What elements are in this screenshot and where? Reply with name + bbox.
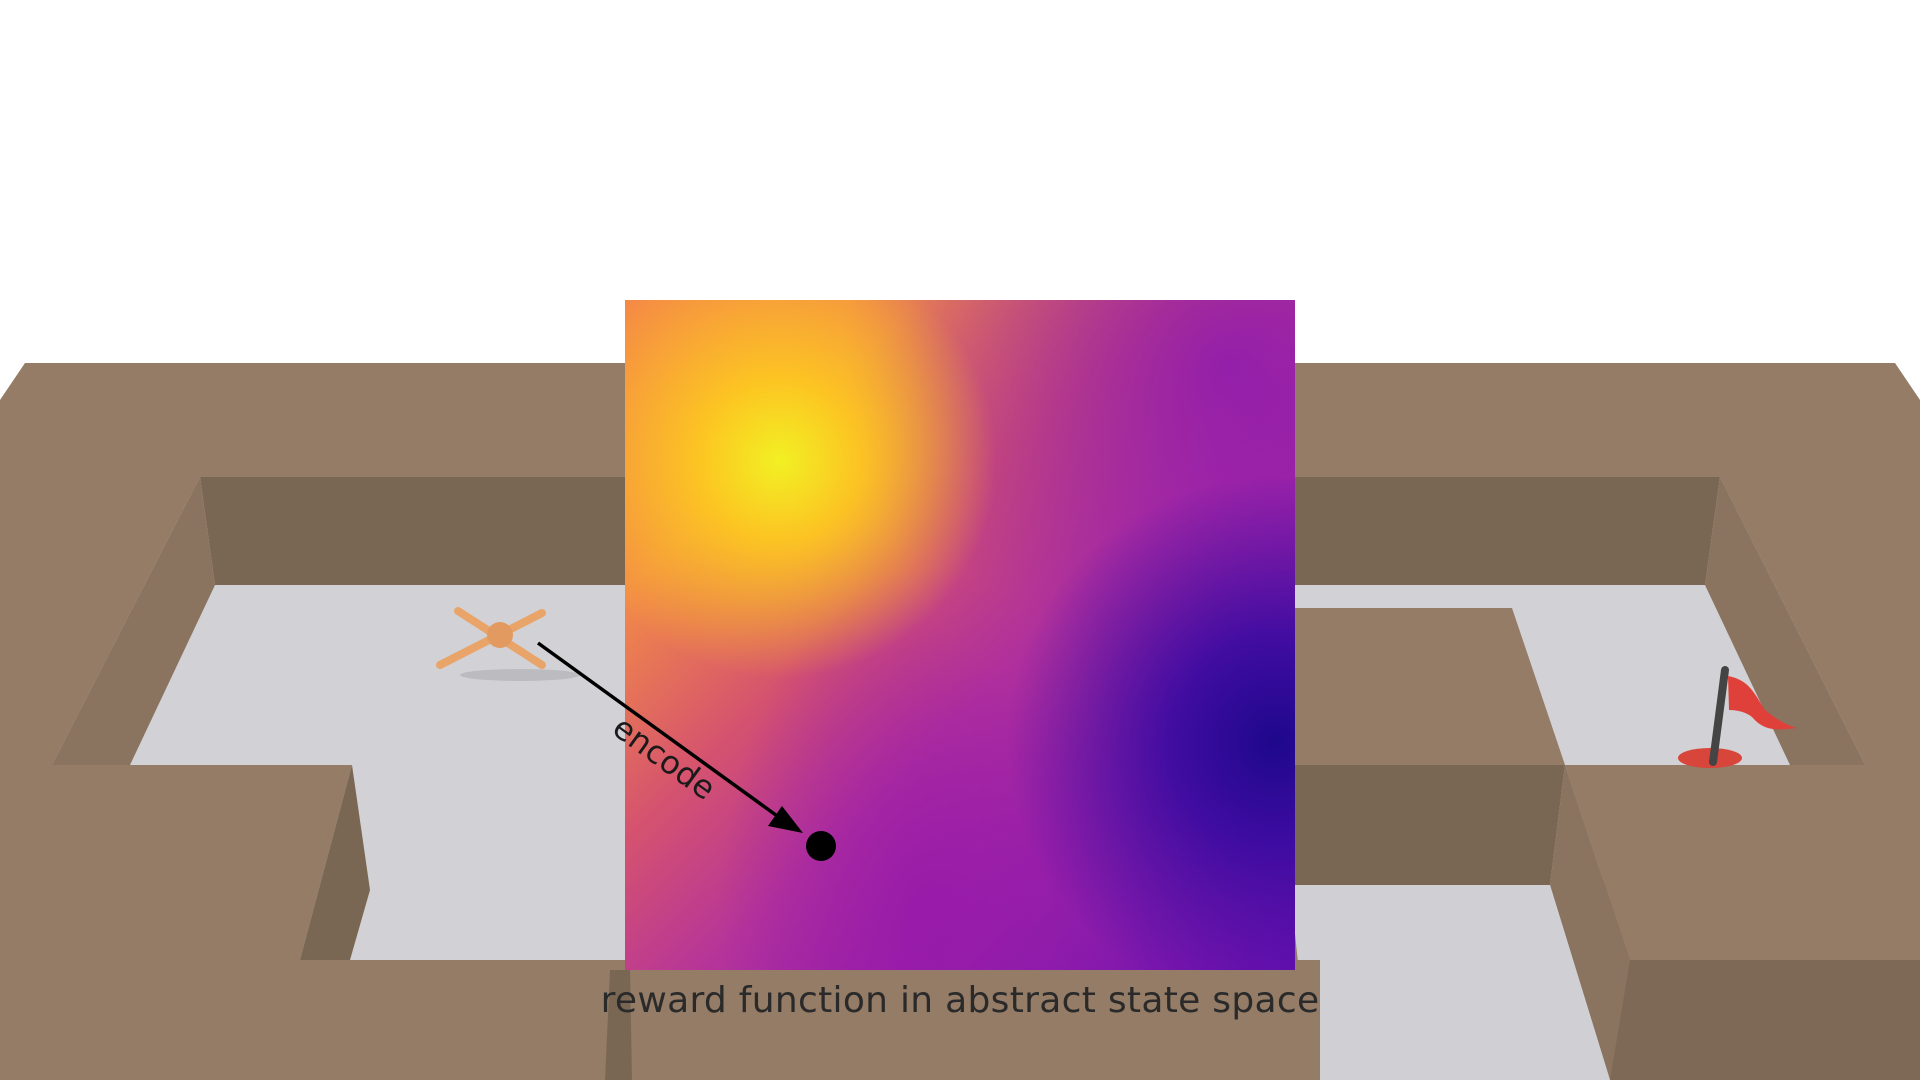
ant-robot-icon [436,607,580,681]
wall-block-left [0,765,632,1080]
reward-heatmap [625,300,1295,970]
arrow-head-icon [768,806,803,833]
wall-block-center [605,970,1315,1080]
encode-arrow-line [536,641,782,820]
goal-flag-icon [1678,666,1797,768]
wall-block-right [1290,608,1920,1080]
heatmap-caption: reward function in abstract state space [600,980,1320,1021]
encoded-state-dot-icon [806,831,836,861]
